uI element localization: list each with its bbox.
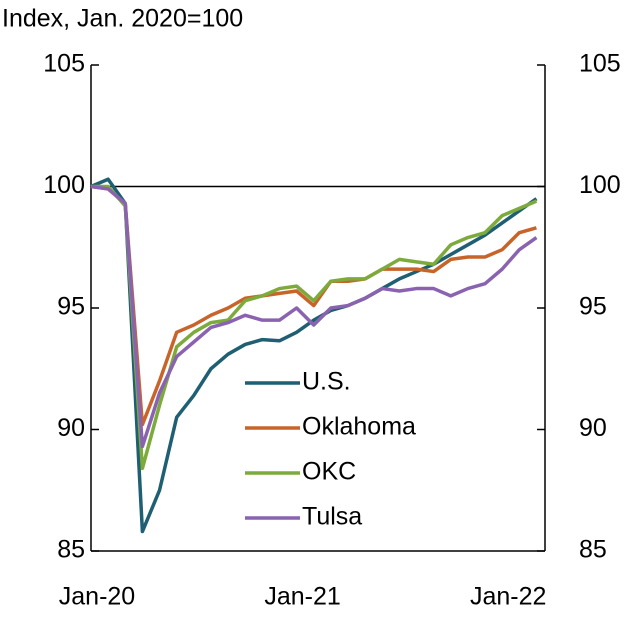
y2-tick-label: 90 (579, 414, 607, 442)
series-line (90, 184, 537, 427)
legend-label: U.S. (302, 368, 351, 396)
legend-label: Oklahoma (302, 413, 416, 441)
y2-tick-label: 100 (579, 171, 621, 199)
series-line (91, 184, 538, 471)
y-tick-label: 85 (57, 536, 85, 564)
legend-label: OKC (302, 458, 356, 486)
y-tick-label: 105 (43, 50, 85, 78)
y2-tick-label: 95 (579, 293, 607, 321)
y-tick-label: 95 (57, 293, 85, 321)
series-line (90, 184, 538, 449)
y2-tick-label: 85 (579, 536, 607, 564)
x-tick-label: Jan-20 (59, 583, 135, 611)
y2-tick-label: 105 (579, 50, 621, 78)
series-line (90, 177, 538, 534)
legend-label: Tulsa (302, 503, 362, 531)
chart-title: Index, Jan. 2020=100 (2, 5, 243, 33)
x-tick-label: Jan-22 (470, 583, 546, 611)
x-tick-label: Jan-21 (264, 583, 340, 611)
y-tick-label: 100 (43, 171, 85, 199)
y-tick-label: 90 (57, 414, 85, 442)
